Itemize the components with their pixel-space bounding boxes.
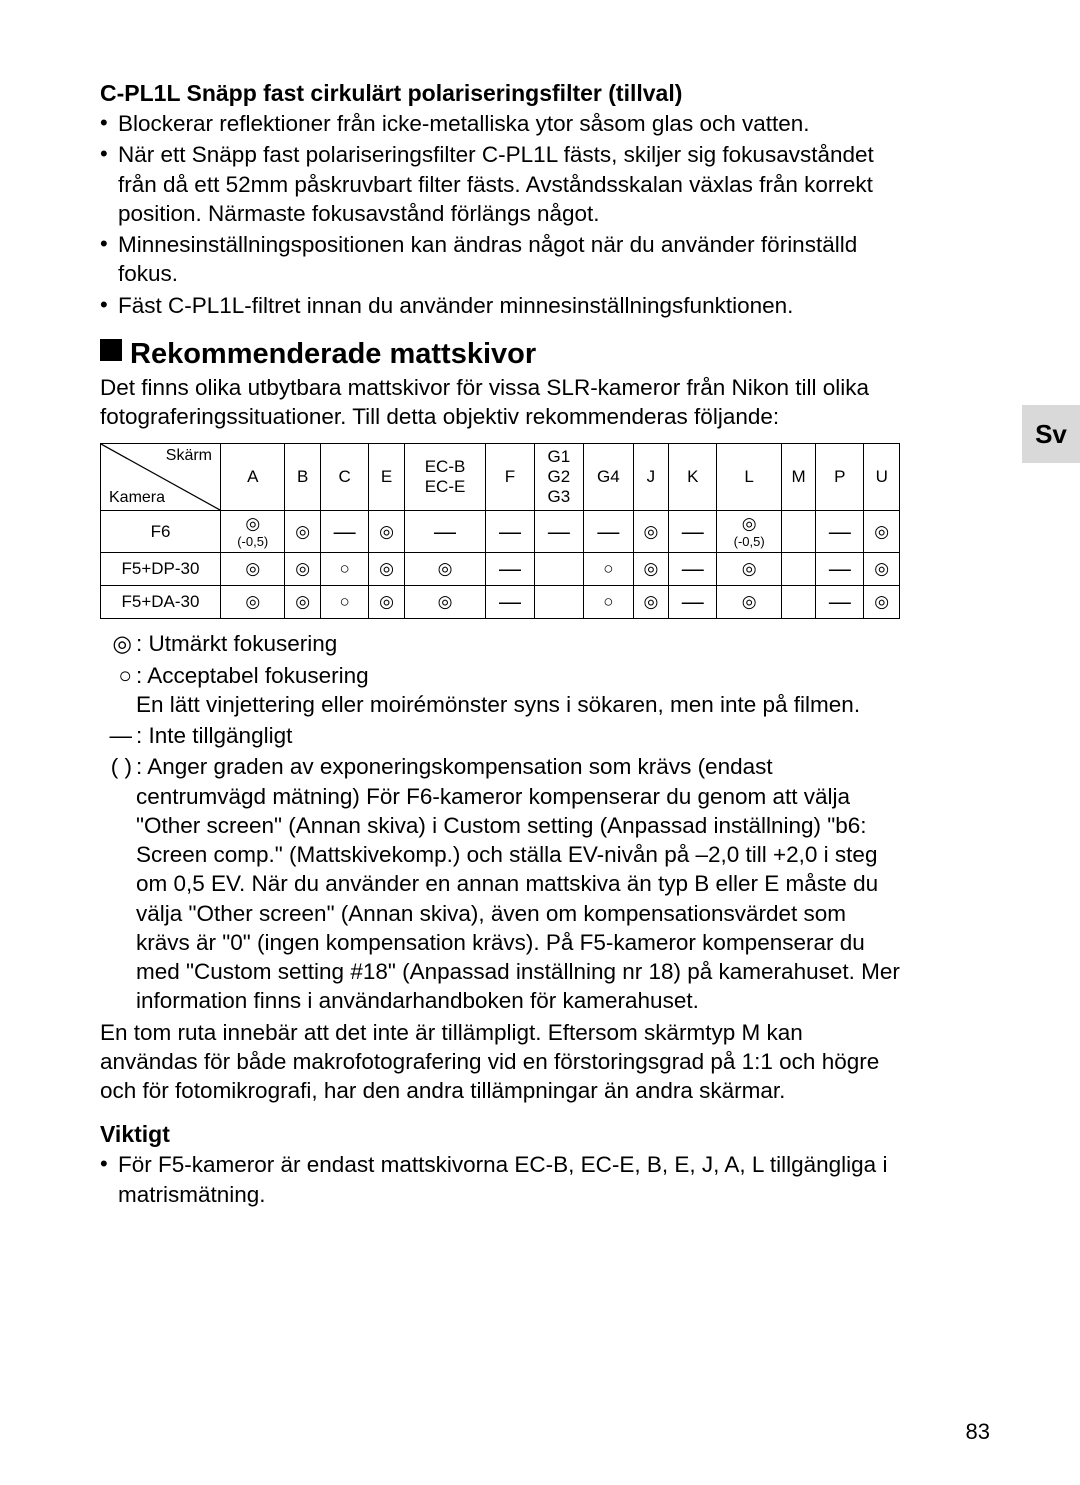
legend-row: ( ) : Anger graden av exponeringskompens…: [100, 752, 900, 1015]
col-head: P: [816, 444, 864, 511]
col-head: L: [717, 444, 781, 511]
col-head: C: [320, 444, 368, 511]
bullet: När ett Snäpp fast polariseringsfilter C…: [100, 140, 900, 228]
cell: ◎: [221, 586, 285, 619]
table-row: F6◎(-0,5)◎―◎――――◎―◎(-0,5)―◎: [101, 511, 900, 553]
cell: ◎: [633, 586, 668, 619]
cell: [534, 553, 584, 586]
cell: ―: [669, 553, 717, 586]
section2-title: Rekommenderade mattskivor: [100, 338, 900, 371]
cell: ○: [320, 553, 368, 586]
cell: ◎: [717, 586, 781, 619]
cell: ○: [320, 586, 368, 619]
bullet: Minnesinställningspositionen kan ändras …: [100, 230, 900, 289]
legend-row: ○ : Acceptabel fokusering En lätt vinjet…: [100, 661, 900, 720]
col-head: EC-BEC-E: [404, 444, 486, 511]
bullet: För F5-kameror är endast mattskivorna EC…: [100, 1150, 900, 1209]
important-title: Viktigt: [100, 1121, 900, 1148]
cell: ◎(-0,5): [717, 511, 781, 553]
cell: ―: [534, 511, 584, 553]
col-head: K: [669, 444, 717, 511]
col-head: M: [781, 444, 815, 511]
cell: ―: [816, 586, 864, 619]
cell: ―: [669, 511, 717, 553]
cell: ◎: [717, 553, 781, 586]
col-head: G4: [584, 444, 634, 511]
cell: ○: [584, 553, 634, 586]
table-header-row: Skärm Kamera A B C E EC-BEC-E F G1G2G3 G…: [101, 444, 900, 511]
cell: ◎: [369, 586, 404, 619]
col-head: E: [369, 444, 404, 511]
cell: ◎: [633, 511, 668, 553]
cell: ◎: [864, 553, 900, 586]
cell: ◎: [864, 511, 900, 553]
section2-intro: Det finns olika utbytbara mattskivor för…: [100, 373, 900, 432]
cell: ◎: [369, 553, 404, 586]
col-head: A: [221, 444, 285, 511]
cell: [781, 511, 815, 553]
cell: ◎: [285, 511, 320, 553]
cell: ―: [486, 511, 534, 553]
bullet: Blockerar reflektioner från icke-metalli…: [100, 109, 900, 138]
cell: ―: [816, 511, 864, 553]
section1-title: C-PL1L Snäpp fast cirkulärt polarisering…: [100, 80, 900, 107]
cell: ◎: [404, 586, 486, 619]
cell: ―: [486, 553, 534, 586]
section1-list: Blockerar reflektioner från icke-metalli…: [100, 109, 900, 320]
page-number: 83: [966, 1419, 990, 1445]
legend-row: ― : Inte tillgängligt: [100, 721, 900, 750]
cell: ◎: [864, 586, 900, 619]
cell: ◎: [285, 553, 320, 586]
cell: ◎: [221, 553, 285, 586]
diag-header: Skärm Kamera: [101, 444, 221, 511]
cell: ―: [669, 586, 717, 619]
compat-table: Skärm Kamera A B C E EC-BEC-E F G1G2G3 G…: [100, 443, 900, 619]
cell: ―: [404, 511, 486, 553]
cell: ◎: [285, 586, 320, 619]
cell: ―: [486, 586, 534, 619]
col-head: G1G2G3: [534, 444, 584, 511]
table-row: F5+DP-30◎◎○◎◎―○◎―◎―◎: [101, 553, 900, 586]
legend-row: ◎ : Utmärkt fokusering: [100, 629, 900, 658]
legend: ◎ : Utmärkt fokusering ○ : Acceptabel fo…: [100, 629, 900, 1105]
cell: ◎: [633, 553, 668, 586]
cell: ―: [584, 511, 634, 553]
row-label: F6: [101, 511, 221, 553]
cell: [781, 553, 815, 586]
cell: ―: [816, 553, 864, 586]
square-icon: [100, 339, 122, 361]
important-list: För F5-kameror är endast mattskivorna EC…: [100, 1150, 900, 1209]
language-tab: Sv: [1022, 405, 1080, 463]
col-head: U: [864, 444, 900, 511]
cell: [781, 586, 815, 619]
col-head: F: [486, 444, 534, 511]
col-head: J: [633, 444, 668, 511]
cell: ◎: [404, 553, 486, 586]
legend-after: En tom ruta innebär att det inte är till…: [100, 1018, 900, 1106]
cell: ◎(-0,5): [221, 511, 285, 553]
cell: ◎: [369, 511, 404, 553]
col-head: B: [285, 444, 320, 511]
table-row: F5+DA-30◎◎○◎◎―○◎―◎―◎: [101, 586, 900, 619]
row-label: F5+DA-30: [101, 586, 221, 619]
row-label: F5+DP-30: [101, 553, 221, 586]
bullet: Fäst C-PL1L-filtret innan du använder mi…: [100, 291, 900, 320]
cell: ―: [320, 511, 368, 553]
cell: ○: [584, 586, 634, 619]
cell: [534, 586, 584, 619]
